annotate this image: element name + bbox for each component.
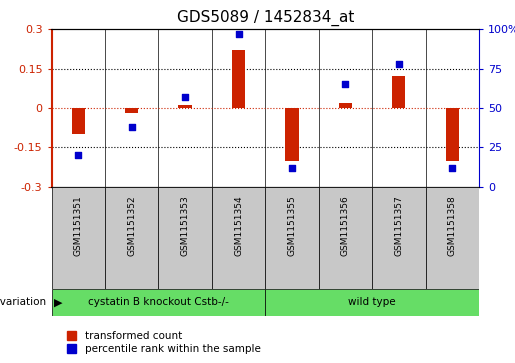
Bar — [72, 108, 85, 134]
Bar — [392, 76, 405, 108]
Point — [341, 81, 350, 87]
Point — [181, 94, 189, 100]
Point — [74, 152, 82, 158]
Bar — [105, 187, 159, 289]
Text: genotype/variation: genotype/variation — [0, 297, 46, 307]
Text: wild type: wild type — [348, 297, 396, 307]
Text: GSM1151352: GSM1151352 — [127, 195, 136, 256]
Title: GDS5089 / 1452834_at: GDS5089 / 1452834_at — [177, 10, 354, 26]
Bar — [265, 289, 479, 316]
Bar — [52, 187, 105, 289]
Point — [128, 124, 136, 130]
Text: GSM1151355: GSM1151355 — [287, 195, 297, 256]
Bar — [125, 108, 139, 113]
Point — [448, 165, 456, 171]
Point — [394, 61, 403, 67]
Bar — [339, 103, 352, 108]
Point — [234, 31, 243, 37]
Text: GSM1151351: GSM1151351 — [74, 195, 83, 256]
Bar — [445, 108, 459, 160]
Text: cystatin B knockout Cstb-/-: cystatin B knockout Cstb-/- — [88, 297, 229, 307]
Text: GSM1151357: GSM1151357 — [394, 195, 403, 256]
Text: GSM1151354: GSM1151354 — [234, 195, 243, 256]
Bar — [372, 187, 425, 289]
Point — [288, 165, 296, 171]
Bar — [178, 105, 192, 108]
Bar — [52, 289, 265, 316]
Text: ▶: ▶ — [54, 297, 63, 307]
Text: GSM1151356: GSM1151356 — [341, 195, 350, 256]
Bar — [425, 187, 479, 289]
Bar — [265, 187, 319, 289]
Legend: transformed count, percentile rank within the sample: transformed count, percentile rank withi… — [67, 331, 261, 354]
Bar — [319, 187, 372, 289]
Text: GSM1151353: GSM1151353 — [181, 195, 190, 256]
Bar — [159, 187, 212, 289]
Text: GSM1151358: GSM1151358 — [448, 195, 457, 256]
Bar — [212, 187, 265, 289]
Bar — [232, 50, 245, 108]
Bar — [285, 108, 299, 160]
